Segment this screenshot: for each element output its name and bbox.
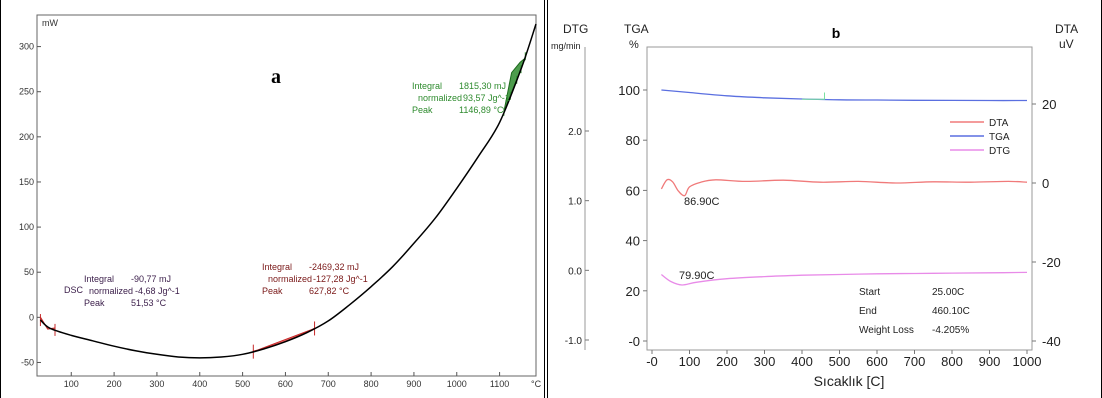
dsc-x-tick-label: 400	[192, 379, 207, 389]
dsc-x-tick-label: 1100	[490, 379, 509, 389]
tga-axis-title: TGA	[624, 22, 649, 36]
tga-dta-chart: b DTG mg/min TGA % DTA uV Sıcaklık [C] -…	[551, 22, 1078, 389]
dtg-y-tick-label: 2.0	[568, 127, 582, 138]
dtg-peak-label: 79.90C	[679, 270, 715, 282]
dsc-annotation-value: -127,28 Jg^-1	[313, 274, 368, 284]
dta-peak-label: 86.90C	[684, 196, 720, 208]
dtg-axis-title: DTG	[563, 22, 588, 36]
tga-y-tick-label: -0	[628, 334, 640, 349]
dsc-y-tick-label: 250	[19, 87, 34, 97]
dsc-y-tick-label: 300	[19, 42, 34, 52]
dsc-annotation-value: -2469,32 mJ	[309, 262, 359, 272]
dsc-annotation-value: 51,53 °C	[131, 298, 167, 308]
dsc-annotation-label: Integral	[262, 262, 292, 272]
dsc-x-tick-label: 600	[278, 379, 293, 389]
dsc-x-tick-label: 200	[107, 379, 122, 389]
series-line-dta	[660, 178, 1028, 197]
dsc-y-tick-label: 0	[29, 312, 34, 322]
tga-x-tick-label: 700	[904, 354, 926, 369]
dsc-annotation-value: -4,68 Jg^-1	[135, 286, 180, 296]
info-label: End	[859, 306, 877, 317]
tga-y-tick-label: 100	[618, 83, 640, 98]
dsc-y-tick-label: 200	[19, 132, 34, 142]
dsc-series-label: DSC	[64, 285, 84, 295]
dsc-annotation-value: 1815,30 mJ	[459, 81, 506, 91]
dsc-x-tick-label: 900	[406, 379, 421, 389]
tga-x-tick-label: 500	[829, 354, 851, 369]
dsc-integral-region-low	[39, 317, 56, 330]
dta-axis-unit: uV	[1059, 37, 1074, 51]
info-label: Start	[859, 287, 880, 298]
dsc-x-axis-label: °C	[531, 379, 542, 389]
dsc-annotation-value: 627,82 °C	[309, 286, 350, 296]
dta-y-tick-label: 0	[1042, 176, 1049, 191]
tga-y-tick-label: 40	[626, 234, 640, 249]
panel-a-label: a	[271, 66, 281, 88]
tga-x-axis-label: Sıcaklık [C]	[814, 373, 885, 389]
series-line-marker	[802, 92, 825, 100]
dsc-curve	[39, 23, 537, 359]
dsc-x-tick-label: 800	[364, 379, 379, 389]
dsc-x-tick-label: 1000	[447, 379, 467, 389]
tga-y-tick-label: 20	[626, 284, 640, 299]
dsc-annotation-label: Peak	[84, 298, 105, 308]
dsc-x-tick-label: 100	[64, 379, 79, 389]
tga-y-tick-label: 80	[626, 133, 640, 148]
dtg-axis-unit: mg/min	[551, 41, 581, 51]
dta-axis-title: DTA	[1055, 22, 1078, 36]
dta-y-tick-label: -20	[1042, 255, 1061, 270]
legend-label-tga: TGA	[989, 132, 1010, 143]
dsc-y-tick-label: 100	[19, 222, 34, 232]
dsc-annotation-value: 93,57 Jg^-1	[463, 93, 510, 103]
tga-x-tick-label: 1000	[1013, 354, 1042, 369]
dsc-annotation-value: -90,77 mJ	[131, 274, 171, 284]
info-value: 460.10C	[932, 306, 970, 317]
info-value: -4.205%	[932, 325, 969, 336]
tga-x-tick-label: 800	[941, 354, 963, 369]
info-label: Weight Loss	[859, 325, 914, 336]
dsc-chart: 100 200 300 400 500 600 700 800 900 1000 110030025…	[19, 14, 542, 389]
tga-plot-area	[646, 46, 1033, 351]
panel-b-label: b	[832, 25, 841, 41]
dsc-x-tick-label: 300	[149, 379, 164, 389]
tga-x-tick-label: 300	[754, 354, 776, 369]
tga-x-tick-label: 200	[716, 354, 738, 369]
tga-x-tick-label: 900	[979, 354, 1001, 369]
dsc-annotation-value: 1146,89 °C	[459, 105, 504, 115]
tga-y-tick-label: 60	[626, 183, 640, 198]
panel-a-frame	[0, 0, 545, 398]
tga-x-tick-label: -0	[646, 354, 658, 369]
dtg-y-tick-label: 0.0	[568, 266, 582, 277]
series-line-dtg	[660, 271, 1028, 286]
dtg-y-tick-label: -1.0	[565, 336, 583, 347]
dsc-y-tick-label: 50	[24, 267, 34, 277]
dsc-y-tick-label: 150	[19, 177, 34, 187]
dta-y-tick-label: -40	[1042, 334, 1061, 349]
info-value: 25.00C	[932, 287, 964, 298]
legend-label-dta: DTA	[989, 118, 1009, 129]
tga-x-tick-label: 600	[866, 354, 888, 369]
dsc-annotation-label: Peak	[262, 286, 283, 296]
dsc-annotation-label: normalized	[89, 286, 133, 296]
series-line-tga	[661, 89, 1028, 102]
dsc-annotation-label: Integral	[412, 81, 442, 91]
tga-x-tick-label: 400	[791, 354, 813, 369]
dsc-annotation-label: normalized	[418, 93, 462, 103]
dsc-plot-area	[36, 14, 537, 377]
dsc-x-tick-label: 500	[235, 379, 250, 389]
legend-label-dtg: DTG	[989, 146, 1010, 157]
dsc-annotation-label: normalized	[268, 274, 312, 284]
tga-axis-unit: %	[629, 39, 639, 51]
dsc-annotation-label: Integral	[84, 274, 114, 284]
dtg-y-tick-label: 1.0	[568, 197, 582, 208]
dsc-x-tick-label: 700	[321, 379, 336, 389]
dta-y-tick-label: 20	[1042, 97, 1056, 112]
dsc-annotation-label: Peak	[412, 105, 433, 115]
dsc-y-tick-label: -50	[21, 357, 34, 367]
dsc-y-axis-label: mW	[42, 18, 58, 28]
tga-x-tick-label: 100	[679, 354, 701, 369]
